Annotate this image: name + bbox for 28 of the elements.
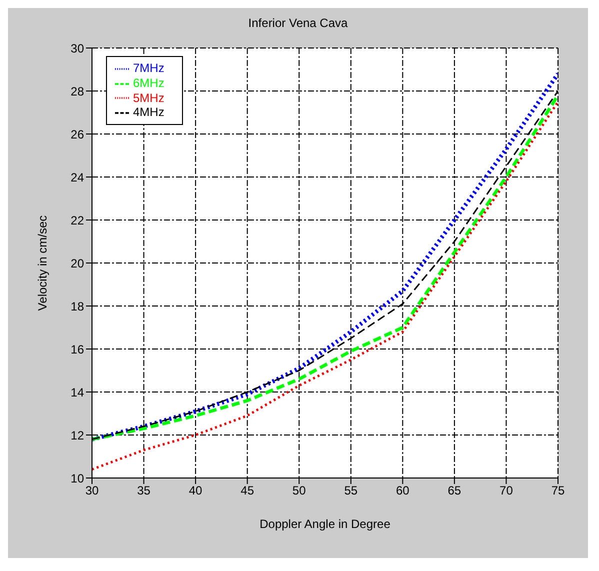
y-tick-label: 12 <box>70 428 84 442</box>
y-tick-label: 30 <box>70 41 84 56</box>
chart-title: Inferior Vena Cava <box>247 15 349 32</box>
x-tick-label: 30 <box>85 484 99 498</box>
x-axis-title: Doppler Angle in Degree <box>260 517 391 531</box>
y-tick-label: 28 <box>70 84 84 98</box>
legend-label: 7MHz <box>133 61 164 75</box>
x-tick-label: 70 <box>500 484 514 498</box>
x-tick-label: 50 <box>292 484 306 498</box>
y-axis-title: Velocity in cm/sec <box>35 215 50 311</box>
legend-label: 4MHz <box>133 105 164 120</box>
y-tick-label: 22 <box>70 213 84 228</box>
y-tick-label: 10 <box>70 471 84 486</box>
x-tick-label: 35 <box>137 484 151 498</box>
x-tick-label: 60 <box>396 484 410 498</box>
x-tick-label: 65 <box>448 484 462 498</box>
y-tick-label: 14 <box>70 385 84 400</box>
y-tick-label: 20 <box>70 256 84 270</box>
y-tick-label: 26 <box>70 127 84 142</box>
x-tick-label: 45 <box>240 484 254 498</box>
x-tick-label: 55 <box>344 484 358 498</box>
legend-label: 6MHz <box>133 76 164 90</box>
x-tick-label: 75 <box>551 484 565 498</box>
y-tick-label: 24 <box>70 170 84 184</box>
y-tick-label: 18 <box>70 299 84 314</box>
legend-label: 5MHz <box>133 90 164 105</box>
y-tick-label: 16 <box>70 342 84 356</box>
x-tick-label: 40 <box>188 484 203 498</box>
